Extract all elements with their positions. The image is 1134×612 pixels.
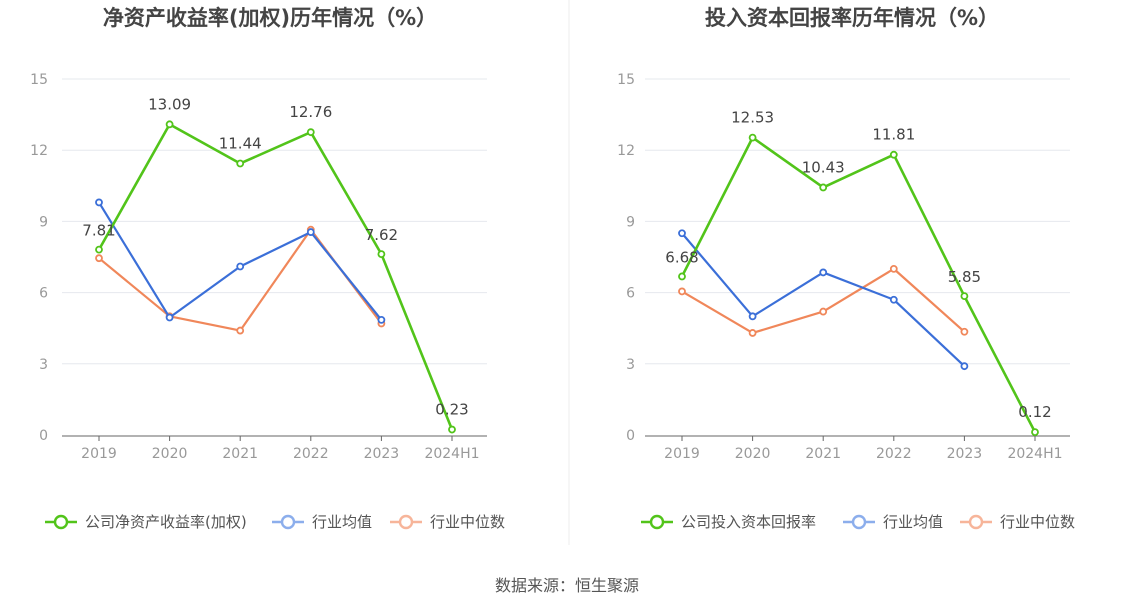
data-point — [819, 268, 828, 277]
legend-item[interactable]: 公司净资产收益率(加权) — [45, 513, 247, 531]
data-point — [678, 229, 686, 238]
data-label: 12.76 — [289, 103, 332, 121]
legend-marker — [851, 514, 867, 530]
data-label: 12.53 — [731, 109, 774, 127]
data-point — [236, 159, 245, 168]
y-tick-label: 15 — [30, 72, 48, 88]
legend-item[interactable]: 公司投入资本回报率 — [641, 513, 816, 531]
data-point — [236, 262, 245, 271]
series-line — [680, 136, 1037, 433]
series-line — [97, 123, 454, 431]
x-tick-label: 2024H1 — [1007, 446, 1062, 462]
x-tick-label: 2019 — [664, 446, 700, 462]
x-tick-label: 2022 — [293, 446, 329, 462]
x-tick-label: 2020 — [152, 446, 188, 462]
data-point — [448, 425, 456, 434]
legend-marker — [53, 514, 69, 530]
roic-chart: 投入资本回报率历年情况（%） 0 3 6 9 12 15 2019 2020 2021 2022 20… — [617, 6, 1075, 531]
data-point — [889, 150, 898, 159]
data-point — [819, 307, 828, 316]
series-line — [681, 232, 966, 367]
y-tick-label: 0 — [39, 428, 48, 444]
chart-title: 投入资本回报率历年情况（%） — [705, 6, 999, 30]
data-point — [819, 183, 828, 192]
x-tick-label: 2020 — [735, 446, 771, 462]
y-tick-label: 9 — [39, 214, 48, 230]
x-tick-label: 2019 — [81, 446, 117, 462]
y-tick-label: 0 — [626, 428, 635, 444]
data-point — [306, 228, 315, 236]
y-tick-label: 9 — [626, 214, 635, 230]
data-point — [960, 362, 969, 371]
x-tick-label: 2024H1 — [424, 446, 479, 462]
data-point — [889, 264, 898, 273]
y-tick-label: 3 — [626, 357, 635, 373]
data-point — [678, 272, 686, 281]
x-tick-label: 2023 — [947, 446, 983, 462]
data-point — [678, 287, 686, 296]
legend-item[interactable]: 行业中位数 — [390, 513, 505, 531]
data-point — [165, 313, 174, 322]
series-line — [98, 228, 383, 332]
data-source: 数据来源：恒生聚源 — [494, 576, 639, 595]
x-tick-label: 2023 — [364, 446, 400, 462]
data-point — [95, 254, 103, 263]
x-tick-label: 2022 — [876, 446, 912, 462]
y-tick-label: 15 — [617, 72, 635, 88]
data-point — [960, 292, 969, 301]
data-label: 11.81 — [872, 126, 915, 144]
data-point — [236, 326, 245, 335]
data-label: 0.23 — [435, 401, 468, 419]
legend-marker — [398, 514, 414, 530]
data-point — [748, 329, 757, 337]
roe-chart: 净资产收益率(加权)历年情况（%） 0 3 6 9 12 15 2019 2020 2021 202… — [30, 6, 505, 531]
y-tick-label: 6 — [626, 286, 635, 302]
data-point — [306, 128, 315, 137]
legend-marker — [649, 514, 665, 530]
data-point — [1031, 428, 1039, 437]
data-point — [377, 315, 386, 324]
legend-label: 公司投入资本回报率 — [681, 513, 816, 531]
data-label: 7.62 — [365, 226, 398, 244]
legend-label: 行业中位数 — [1000, 513, 1075, 531]
legend-label: 行业均值 — [312, 513, 372, 531]
legend-label: 公司净资产收益率(加权) — [85, 513, 247, 531]
data-point — [960, 327, 969, 336]
legend-label: 行业均值 — [883, 513, 943, 531]
data-label: 7.81 — [82, 222, 115, 240]
data-point — [748, 312, 757, 321]
data-point — [748, 133, 757, 142]
legend-marker — [280, 514, 296, 530]
series-line — [681, 267, 966, 335]
legend-label: 行业中位数 — [430, 513, 505, 531]
legend-marker — [968, 514, 984, 530]
data-label: 6.68 — [665, 248, 698, 266]
data-point — [95, 245, 103, 254]
data-point — [377, 250, 386, 259]
data-label: 0.12 — [1018, 403, 1051, 421]
series-line — [98, 201, 383, 321]
y-tick-label: 3 — [39, 357, 48, 373]
data-label: 5.85 — [948, 268, 981, 286]
x-tick-label: 2021 — [222, 446, 258, 462]
data-point — [165, 120, 174, 129]
data-point — [889, 295, 898, 304]
data-label: 13.09 — [148, 95, 191, 113]
chart-title: 净资产收益率(加权)历年情况（%） — [103, 6, 437, 30]
legend-item[interactable]: 行业均值 — [272, 513, 372, 531]
legend-item[interactable]: 行业中位数 — [960, 513, 1075, 531]
legend-item[interactable]: 行业均值 — [843, 513, 943, 531]
y-tick-label: 12 — [617, 143, 635, 159]
x-tick-label: 2021 — [805, 446, 841, 462]
y-tick-label: 12 — [30, 143, 48, 159]
y-tick-label: 6 — [39, 286, 48, 302]
data-label: 10.43 — [802, 158, 845, 176]
data-label: 11.44 — [219, 134, 262, 152]
data-point — [95, 198, 103, 207]
